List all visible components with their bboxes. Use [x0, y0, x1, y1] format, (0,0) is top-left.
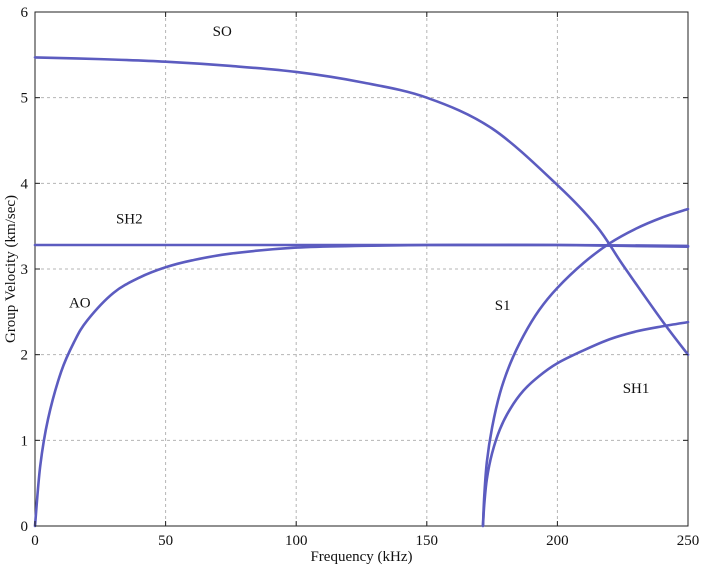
x-tick-label: 100: [285, 533, 308, 549]
y-tick-label: 3: [21, 262, 29, 278]
y-tick-label: 6: [21, 5, 29, 21]
curve-label-sh1: SH1: [623, 381, 650, 397]
y-tick-label: 0: [21, 519, 29, 535]
series-line-so: [33, 56, 690, 356]
x-tick-label: 250: [677, 533, 700, 549]
y-axis-title: Group Velocity (km/sec): [3, 195, 19, 343]
curve-label-s1: S1: [495, 298, 511, 314]
curve-label-sh2: SH2: [116, 212, 143, 228]
curve-label-so: SO: [213, 24, 232, 40]
x-tick-label: 150: [416, 533, 439, 549]
series-layer: [33, 56, 690, 528]
curve-label-ao: AO: [69, 296, 91, 312]
plot-area: SO SH2 AO S1 SH1: [33, 11, 690, 528]
x-axis-title: Frequency (kHz): [310, 549, 412, 565]
y-tick-label: 5: [21, 91, 29, 107]
x-tick-label: 50: [158, 533, 173, 549]
annotation-layer: SO SH2 AO S1 SH1: [69, 24, 649, 397]
x-tick-label: 0: [31, 533, 39, 549]
series-line-sh1: [481, 320, 690, 528]
x-ticks: 0 50 100 150 200 250: [31, 12, 699, 549]
y-ticks: 0 1 2 3 4 5 6: [21, 5, 688, 535]
y-tick-label: 2: [21, 348, 29, 364]
grid: [35, 12, 688, 526]
y-tick-label: 4: [21, 176, 29, 192]
x-tick-label: 200: [546, 533, 569, 549]
y-tick-label: 1: [21, 433, 29, 449]
series-line-ao: [33, 243, 690, 528]
series-line-s1: [481, 207, 690, 528]
